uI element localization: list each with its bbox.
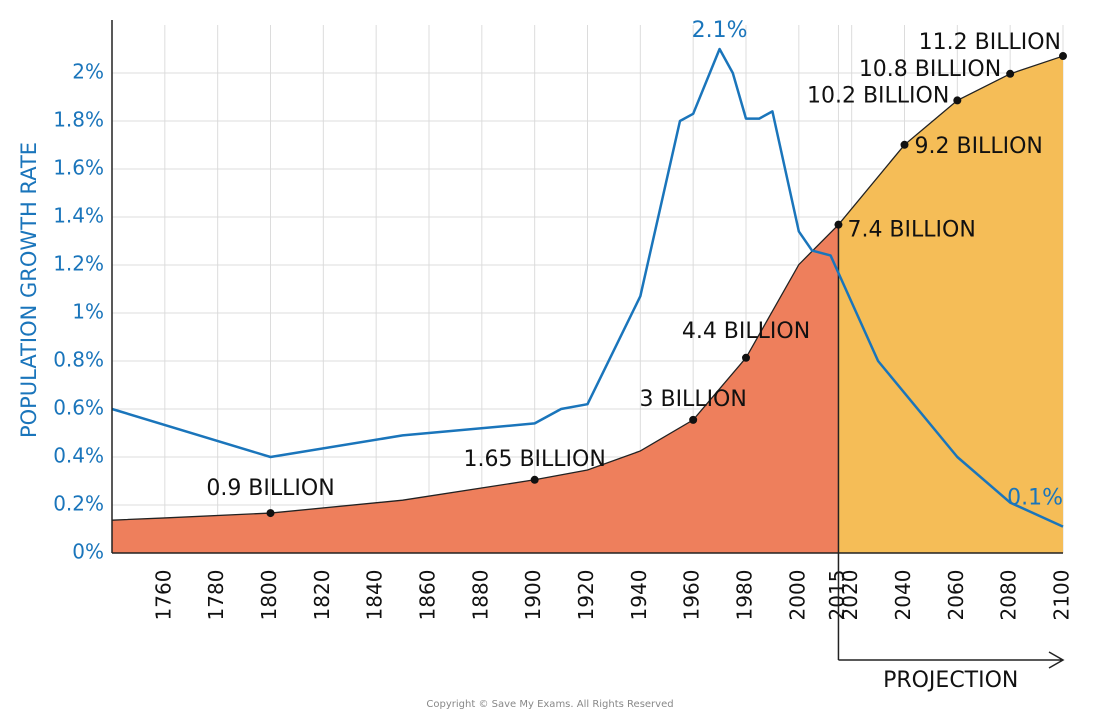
projection-label: PROJECTION — [883, 668, 1018, 693]
y-tick-label: 2% — [72, 60, 104, 84]
x-tick-label: 1940 — [627, 570, 651, 621]
x-tick-label: 1760 — [151, 570, 175, 621]
data-label: 3 BILLION — [639, 387, 746, 412]
data-point — [530, 475, 539, 484]
footer: Copyright © Save My Exams. All Rights Re… — [426, 699, 673, 710]
x-tick-label: 2080 — [997, 570, 1021, 621]
x-tick-label: 2040 — [891, 570, 915, 621]
data-label: 4.4 BILLION — [682, 319, 810, 344]
data-point — [1006, 69, 1015, 78]
x-tick-label: 1960 — [680, 570, 704, 621]
y-tick-label: 0.2% — [53, 492, 104, 516]
data-label: 11.2 BILLION — [919, 30, 1061, 55]
x-tick-label: 1820 — [310, 570, 334, 621]
y-tick-label: 0.4% — [53, 444, 104, 468]
x-tick-label: 2020 — [838, 570, 862, 621]
x-tick-label: 2100 — [1050, 570, 1074, 621]
data-label: 10.2 BILLION — [807, 83, 949, 108]
x-tick-label: 1920 — [574, 570, 598, 621]
x-tick-label: 1860 — [416, 570, 440, 621]
y-tick-label: 0.8% — [53, 348, 104, 372]
data-point — [1059, 52, 1067, 61]
x-tick-label: 2015 — [825, 570, 849, 621]
x-tick-label: 1980 — [733, 570, 757, 621]
y-tick-label: 0% — [72, 540, 104, 564]
x-tick-label: 1840 — [363, 570, 387, 621]
y-tick-label: 1.6% — [53, 156, 104, 180]
y-tick-label: 1.2% — [53, 252, 104, 276]
projection-area — [838, 56, 1063, 553]
y-axis-label: POPULATION GROWTH RATE — [17, 142, 41, 438]
line — [111, 47, 1064, 528]
y-tick-label: 1.4% — [53, 204, 104, 228]
data-label: 2.1% — [692, 18, 748, 43]
data-label: 0.1% — [1007, 486, 1063, 511]
data-label: 7.4 BILLION — [847, 218, 975, 243]
data-point — [742, 353, 750, 362]
data-point — [900, 140, 909, 149]
data-point — [953, 96, 962, 105]
x-tick-label: 1880 — [468, 570, 492, 621]
data-point — [834, 220, 843, 229]
data-label: 10.8 BILLION — [859, 57, 1001, 82]
y-tick-label: 1.8% — [53, 108, 104, 132]
data-point — [689, 415, 698, 424]
area — [112, 224, 839, 553]
data-label: 9.2 BILLION — [915, 134, 1043, 159]
data-label: 1.65 BILLION — [463, 447, 605, 472]
y-tick-label: 0.6% — [53, 396, 104, 420]
x-tick-label: 2000 — [785, 570, 809, 621]
data-label: 0.9 BILLION — [206, 476, 334, 501]
x-tick-label: 2060 — [944, 570, 968, 621]
projection-arrow — [838, 651, 1065, 669]
y-tick-label: 1% — [72, 300, 104, 324]
x-tick-label: 1800 — [257, 570, 281, 621]
x-tick-label: 1780 — [204, 570, 228, 621]
data-point — [266, 509, 275, 518]
x-tick-label: 1900 — [521, 570, 545, 621]
